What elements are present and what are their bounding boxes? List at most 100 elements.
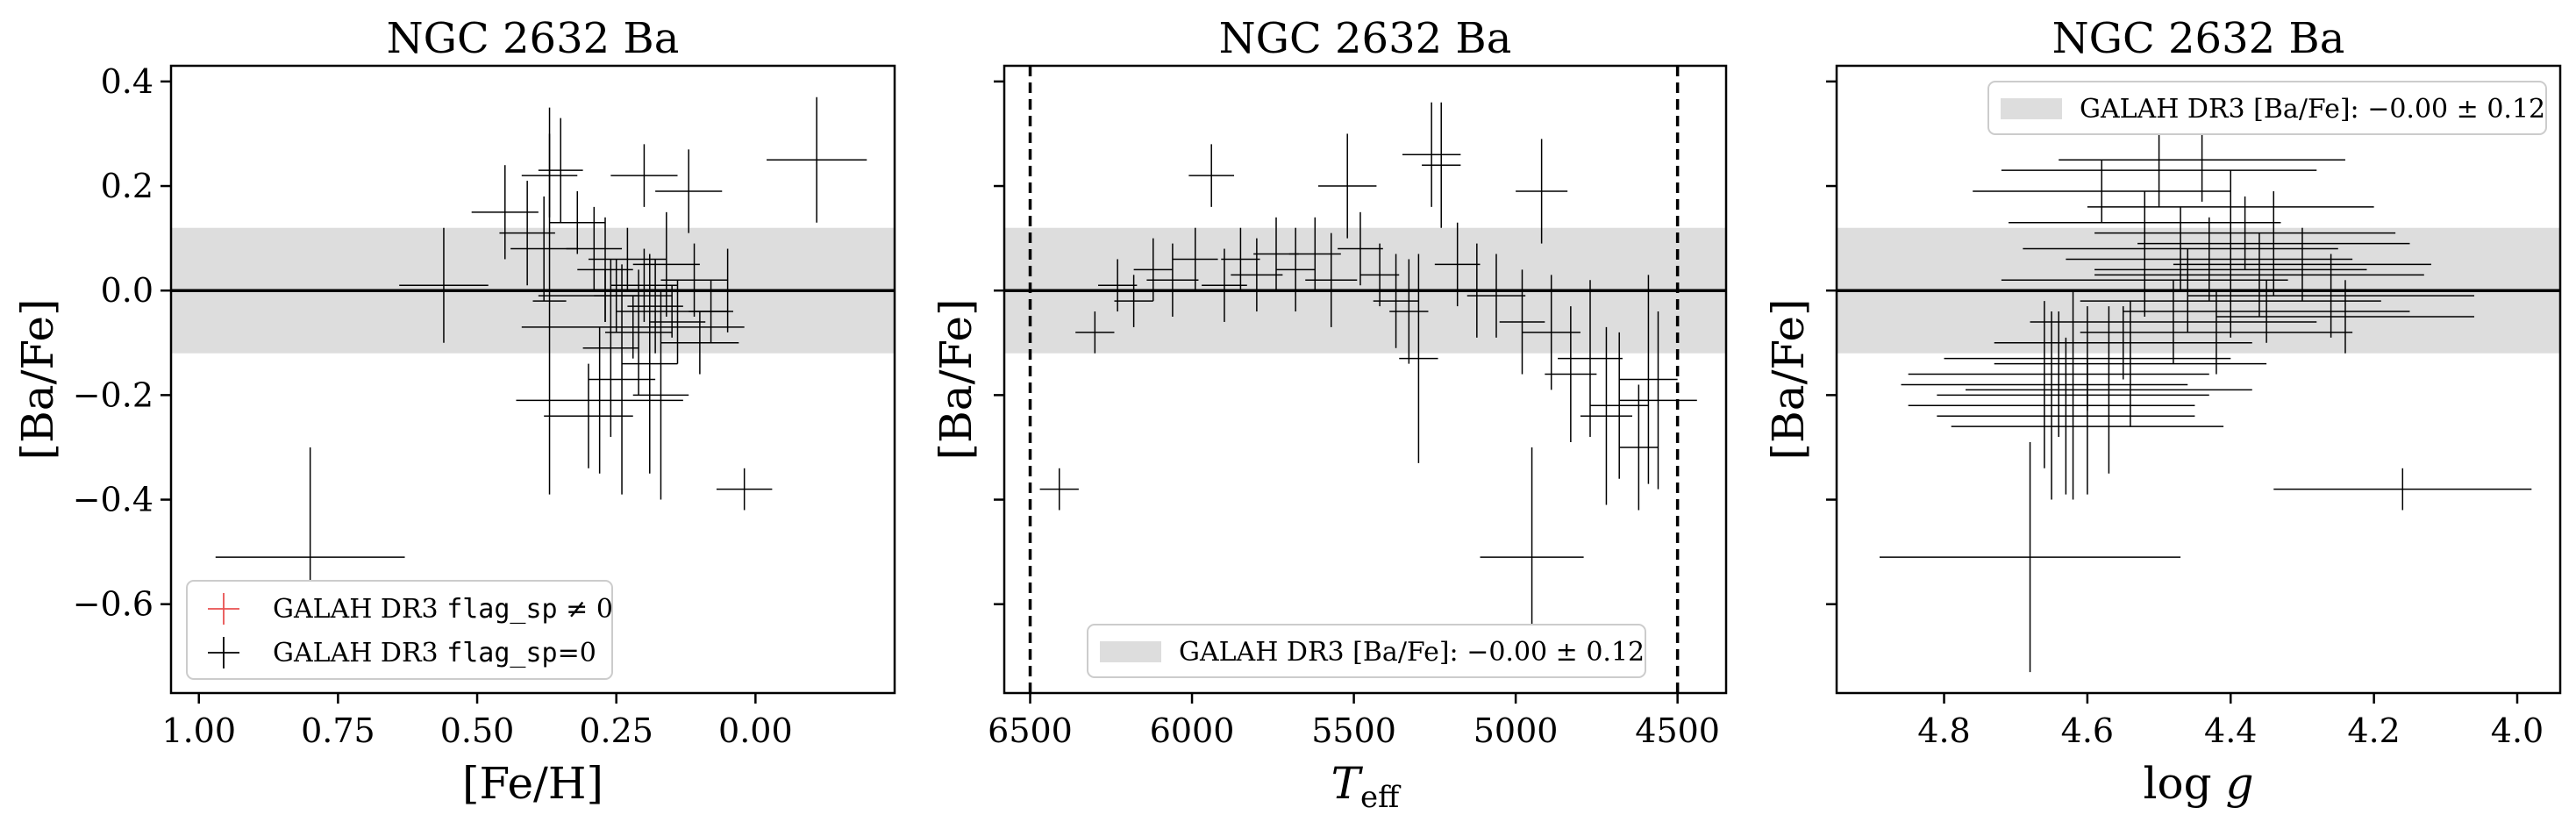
x-tick-label: 0.50 [440, 711, 515, 750]
data-point [1973, 160, 2231, 223]
data-point [1231, 238, 1283, 312]
x-tick-label: 4.0 [2491, 711, 2544, 750]
data-point [1317, 133, 1377, 239]
x-tick-label: 5000 [1474, 711, 1559, 750]
y-tick-label: 0.0 [101, 271, 153, 310]
data-point [2023, 206, 2338, 291]
x-tick-label: 0.75 [301, 711, 375, 750]
data-point [521, 296, 745, 359]
data-point [1545, 306, 1597, 442]
legend-prefix: GALAH DR3 [273, 594, 446, 625]
x-axis-label-main: T [1331, 758, 1364, 809]
data-point [1451, 243, 1503, 338]
y-tick-label: 0.2 [101, 167, 153, 205]
data-point [1075, 311, 1115, 354]
data-point [610, 144, 678, 207]
legend-entry-1: GALAH DR3 [Ba/Fe]: −0.00 ± 0.12 [1179, 637, 1645, 668]
data-point [549, 191, 605, 254]
x-tick-label: 0.00 [718, 711, 793, 750]
data-point [1580, 326, 1632, 505]
y-axis-label: [Ba/Fe] [12, 299, 63, 461]
data-point [616, 285, 728, 338]
data-point [1466, 254, 1526, 338]
data-point [499, 181, 555, 286]
y-axis-label: [Ba/Fe] [1763, 299, 1814, 461]
data-point [1422, 102, 1461, 228]
axes-frame [169, 64, 896, 695]
data-point [532, 107, 567, 495]
chart-title: NGC 2632 Ba [2052, 14, 2345, 63]
data-point [627, 259, 683, 354]
data-point [1937, 337, 2195, 495]
data-point [2087, 170, 2374, 244]
data-point [544, 363, 633, 468]
legend-frame [1087, 624, 1646, 678]
chart-title: NGC 2632 Ba [1219, 14, 1512, 63]
y-tick-label: 0.4 [101, 62, 153, 101]
data-point [1908, 311, 2195, 500]
data-point [2066, 217, 2353, 302]
y-tick-label: −0.6 [73, 585, 153, 624]
data-point [1937, 290, 2209, 500]
x-axis-label: [Fe/H] [462, 758, 603, 809]
data-point [1994, 301, 2267, 427]
data-point [2030, 280, 2317, 364]
data-point [1146, 243, 1199, 317]
data-point [660, 243, 728, 317]
x-axis-label-sub: eff [1360, 780, 1402, 815]
data-point [1202, 248, 1247, 322]
chart-panel-2: 6500 6000 5500 5000 4500 NGC 2632 Ba Teff [Ba/F… [931, 14, 1728, 815]
data-point [632, 211, 700, 317]
plot-area [1004, 66, 1726, 693]
legend-code: flag_sp [446, 638, 557, 668]
axes-frame [1835, 64, 2562, 695]
x-tick-label: 4.6 [2061, 711, 2114, 750]
data-point [1589, 332, 1649, 479]
data-point [538, 118, 583, 223]
data-point [1276, 227, 1316, 312]
data-point [660, 311, 739, 375]
data-point [2001, 133, 2317, 207]
data-point [699, 248, 756, 332]
data-point [2187, 254, 2474, 338]
x-tick-label: 6000 [1150, 711, 1235, 750]
data-point [1305, 232, 1358, 327]
x-tick-label: 4.4 [2204, 711, 2257, 750]
data-point [1558, 280, 1623, 438]
data-point [1619, 384, 1659, 511]
data-point [632, 290, 689, 500]
x-tick-label: 4.2 [2347, 711, 2400, 750]
data-point [2137, 191, 2410, 297]
plot-area [171, 96, 895, 668]
x-axis-label-var: g [2225, 758, 2253, 809]
data-point [1039, 468, 1079, 511]
data-point [1172, 227, 1218, 291]
legend-frame [1987, 81, 2547, 135]
data-point [2216, 280, 2474, 354]
data-point [2030, 248, 2345, 332]
data-point [1434, 222, 1481, 307]
data-point [1373, 254, 1419, 348]
chart-panel-1: 1.00 0.75 0.50 0.25 0.00 0.4 0.2 0.0 −0.2 −0.4 −0.… [12, 14, 896, 809]
data-point [1880, 442, 2181, 673]
data-point [566, 206, 623, 291]
y-axis-label: [Ba/Fe] [931, 299, 981, 461]
data-point [399, 227, 489, 343]
data-point [1901, 301, 2188, 468]
x-tick-label: 4.8 [1917, 711, 1970, 750]
chart-title: NGC 2632 Ba [387, 14, 680, 63]
data-point [1402, 102, 1461, 207]
data-point [1516, 139, 1568, 244]
y-tick-label: −0.2 [73, 375, 153, 414]
legend-suffix: =0 [558, 638, 596, 668]
legend-entry-1: GALAH DR3 flag_sp ≠ 0 [273, 594, 613, 625]
x-tick-label: 5500 [1311, 711, 1396, 750]
chart-panel-3: 4.8 4.6 4.4 4.2 4.0 NGC 2632 Ba log g [Ba/Fe] GA… [1763, 14, 2562, 809]
data-point [1994, 306, 2252, 380]
data-point [1188, 144, 1235, 207]
data-point [1399, 254, 1438, 463]
x-tick-label: 6500 [988, 711, 1073, 750]
legend-prefix: GALAH DR3 [273, 638, 446, 668]
y-tick-label: −0.4 [73, 481, 153, 519]
